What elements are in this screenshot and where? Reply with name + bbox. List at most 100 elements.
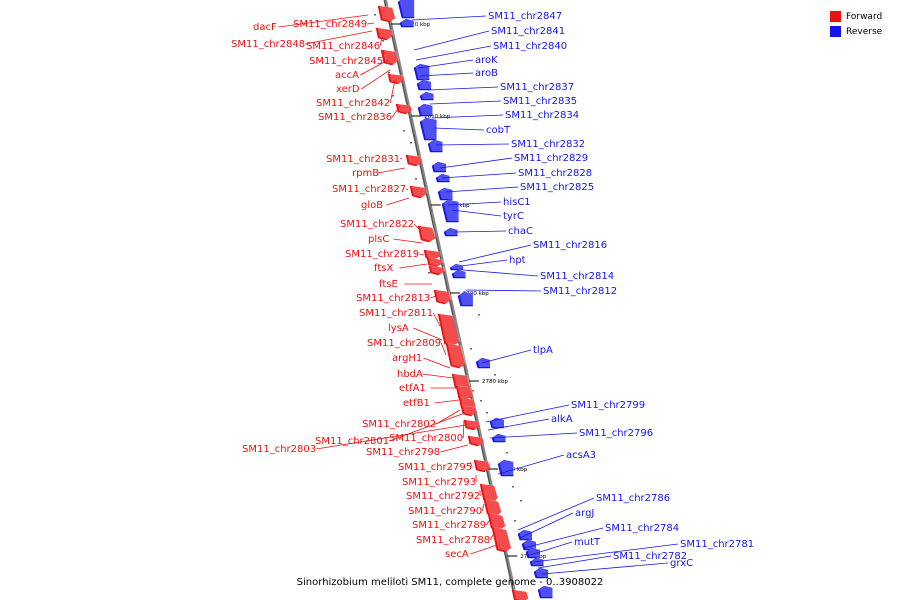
leader-line-forward [391,105,401,118]
gene-label-forward: SM11_chr2800 [389,433,463,444]
forward-gene-block [426,257,445,268]
map-dot [430,210,432,212]
reverse-gene-block [497,459,515,477]
map-dot [494,374,496,376]
leader-line-reverse [485,404,570,423]
map-dot [472,390,474,392]
gene-label-forward: lysA [388,323,409,334]
gene-label-reverse: argJ [575,508,594,519]
gene-label-reverse: SM11_chr2812 [543,286,617,297]
leader-line-forward [440,444,469,453]
forward-gene-block [483,499,503,517]
leader-line-reverse [487,418,550,431]
leader-line-forward [389,413,463,442]
forward-swatch [830,11,841,22]
forward-gene-block [409,185,428,199]
reverse-gene-block [399,18,415,28]
ruler-tick-label: 2770 kbp [501,467,527,473]
gene-label-forward: SM11_chr2801 [315,436,389,447]
gene-label-forward: SM11_chr2846 [306,41,380,52]
gene-label-forward: rpmB [352,168,379,179]
map-dot [512,486,514,488]
legend-forward-label: Forward [846,11,883,22]
gene-label-reverse: hpt [509,255,526,266]
gene-label-reverse: SM11_chr2828 [518,168,592,179]
leader-line-forward [305,30,373,45]
gene-label-reverse: SM11_chr2781 [680,539,754,550]
leader-line-forward [379,36,383,47]
reverse-gene-block [517,529,534,541]
gene-label-forward: SM11_chr2819 [345,249,419,260]
gene-label-reverse: SM11_chr2841 [491,26,565,37]
gene-label-forward: SM11_chr2811 [359,308,433,319]
gene-label-reverse: aroK [475,55,498,66]
gene-label-reverse: SM11_chr2814 [540,271,614,282]
legend: Forward Reverse [830,9,888,39]
gene-label-forward: SM11_chr2813 [356,293,430,304]
gene-label-forward: SM11_chr2831 [326,154,400,165]
leader-line-reverse [451,209,502,217]
chromosome-axis [385,0,518,600]
leader-line-reverse [523,527,604,549]
leader-line-reverse [519,512,574,539]
reverse-gene-block [451,269,467,279]
leader-line-reverse [481,349,532,364]
leader-line-forward [469,461,473,468]
forward-gene-block [479,483,499,503]
forward-gene-block [377,5,397,23]
forward-gene-block [460,405,479,417]
gene-label-reverse: SM11_chr2832 [511,139,585,150]
genome-footer-label: Sinorhizobium meliloti SM11, complete ge… [296,577,604,588]
gene-label-reverse: SM11_chr2782 [613,551,687,562]
forward-gene-block [473,459,492,473]
forward-gene-block [375,27,394,41]
forward-gene-block [387,73,406,85]
map-dot [478,314,480,316]
reverse-gene-block [443,227,459,237]
gene-label-reverse: cobT [486,125,511,136]
map-dot [514,520,516,522]
gene-label-forward: SM11_chr2827 [332,184,406,195]
reverse-swatch [830,26,841,37]
reverse-gene-block [489,417,506,429]
leader-line-forward [393,238,423,244]
reverse-gene-block [419,117,438,141]
leader-line-forward [489,532,495,541]
map-dot [480,400,482,402]
leader-line-forward [423,357,451,369]
leader-line-reverse [497,454,565,475]
reverse-gene-block [419,91,435,101]
map-dot [374,14,376,16]
gene-label-forward: SM11_chr2789 [412,520,486,531]
leader-line-forward [389,79,396,104]
gene-label-forward: SM11_chr2845 [309,56,383,67]
reverse-gene-block [417,103,434,117]
map-dot [506,452,508,454]
map-dot [520,500,522,502]
leader-line-reverse [433,127,485,131]
forward-gene-block [487,513,507,531]
gene-label-forward: etfB1 [403,398,430,409]
gene-label-reverse: SM11_chr2816 [533,240,607,251]
reverse-gene-block [533,567,550,579]
ruler-tick-label: 2780 kbp [482,379,508,385]
gene-label-forward: hbdA [397,369,423,380]
reverse-gene-block [413,63,431,81]
forward-gene-block [428,265,447,276]
gene-label-reverse: tlpA [533,345,553,356]
leader-line-reverse [415,45,492,61]
gene-label-reverse: chaC [508,226,533,237]
leader-line-reverse [458,244,532,263]
reverse-gene-block [537,585,554,599]
leader-line-forward [413,327,443,341]
leader-line-reverse [419,72,474,77]
reverse-gene-block [431,161,448,173]
leader-line-reverse [460,259,508,267]
forward-gene-block [463,419,482,431]
leader-line-forward [462,419,465,439]
map-dot [470,348,472,350]
leader-line-forward [419,253,425,256]
gene-label-forward: etfA1 [399,383,426,394]
gene-label-forward: SM11_chr2798 [366,447,440,458]
